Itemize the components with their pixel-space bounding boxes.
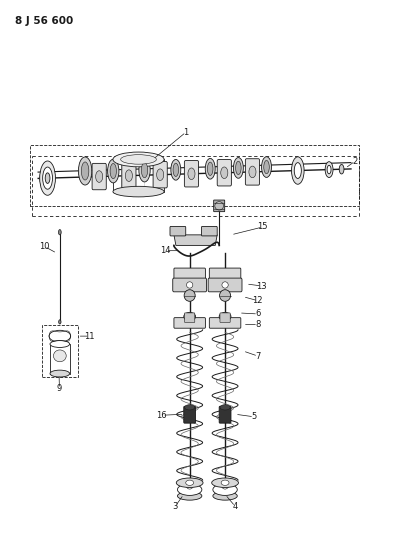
Ellipse shape <box>178 484 202 495</box>
Ellipse shape <box>185 405 195 410</box>
Ellipse shape <box>178 492 202 500</box>
Text: 12: 12 <box>253 296 263 305</box>
Ellipse shape <box>120 155 156 164</box>
Ellipse shape <box>292 157 304 184</box>
Ellipse shape <box>294 163 301 179</box>
Ellipse shape <box>264 160 269 174</box>
FancyBboxPatch shape <box>220 313 230 322</box>
FancyBboxPatch shape <box>174 268 205 280</box>
Ellipse shape <box>113 152 164 167</box>
Ellipse shape <box>221 480 229 486</box>
Ellipse shape <box>45 173 50 183</box>
Ellipse shape <box>215 201 223 210</box>
Text: 8 J 56 600: 8 J 56 600 <box>15 16 73 26</box>
Ellipse shape <box>219 290 231 301</box>
Ellipse shape <box>110 164 117 179</box>
Ellipse shape <box>262 157 271 177</box>
FancyBboxPatch shape <box>170 227 186 236</box>
Ellipse shape <box>213 492 237 500</box>
Ellipse shape <box>108 159 119 183</box>
Ellipse shape <box>81 162 89 180</box>
FancyBboxPatch shape <box>209 268 241 280</box>
Text: 14: 14 <box>160 246 170 255</box>
Ellipse shape <box>173 163 179 176</box>
Ellipse shape <box>220 405 230 410</box>
Ellipse shape <box>139 158 150 182</box>
Ellipse shape <box>53 350 66 362</box>
Text: 7: 7 <box>255 352 261 361</box>
Text: 2: 2 <box>352 157 358 166</box>
Polygon shape <box>174 235 217 245</box>
Ellipse shape <box>186 480 194 489</box>
Ellipse shape <box>176 478 203 488</box>
FancyBboxPatch shape <box>92 164 106 190</box>
Ellipse shape <box>212 478 239 488</box>
FancyBboxPatch shape <box>174 318 205 328</box>
Ellipse shape <box>43 167 53 189</box>
Text: 3: 3 <box>172 502 178 511</box>
Ellipse shape <box>58 230 61 235</box>
Ellipse shape <box>41 171 48 185</box>
FancyBboxPatch shape <box>184 160 199 187</box>
FancyBboxPatch shape <box>173 278 207 292</box>
Ellipse shape <box>113 187 164 197</box>
Ellipse shape <box>171 159 181 180</box>
Text: 13: 13 <box>256 281 267 290</box>
FancyBboxPatch shape <box>245 159 259 185</box>
Text: 9: 9 <box>56 384 62 393</box>
FancyBboxPatch shape <box>122 163 136 189</box>
Ellipse shape <box>125 170 132 181</box>
Ellipse shape <box>78 157 92 185</box>
FancyBboxPatch shape <box>153 161 167 188</box>
Ellipse shape <box>186 480 194 486</box>
Text: 6: 6 <box>255 310 261 319</box>
FancyBboxPatch shape <box>213 200 225 212</box>
Ellipse shape <box>249 166 256 177</box>
Text: 16: 16 <box>156 411 167 420</box>
Ellipse shape <box>50 341 70 348</box>
Ellipse shape <box>50 370 70 377</box>
Ellipse shape <box>184 312 196 321</box>
Ellipse shape <box>213 484 237 495</box>
FancyBboxPatch shape <box>184 406 196 423</box>
Ellipse shape <box>40 161 55 195</box>
Ellipse shape <box>59 320 61 324</box>
FancyBboxPatch shape <box>217 159 231 186</box>
Ellipse shape <box>96 171 103 182</box>
FancyBboxPatch shape <box>219 406 231 423</box>
Ellipse shape <box>219 312 231 321</box>
Ellipse shape <box>186 282 193 288</box>
Ellipse shape <box>207 162 213 175</box>
Text: 15: 15 <box>257 222 268 231</box>
Ellipse shape <box>188 168 195 180</box>
FancyBboxPatch shape <box>185 313 195 322</box>
Ellipse shape <box>325 161 333 177</box>
Ellipse shape <box>141 163 148 177</box>
Text: 4: 4 <box>232 502 237 511</box>
FancyBboxPatch shape <box>201 227 217 236</box>
Ellipse shape <box>327 165 331 174</box>
Ellipse shape <box>339 165 344 174</box>
Text: 1: 1 <box>183 127 188 136</box>
FancyBboxPatch shape <box>208 278 242 292</box>
Ellipse shape <box>40 168 49 188</box>
Ellipse shape <box>222 282 228 288</box>
Ellipse shape <box>49 330 71 342</box>
Ellipse shape <box>233 158 243 178</box>
FancyBboxPatch shape <box>209 318 241 328</box>
Ellipse shape <box>221 167 228 179</box>
Text: 8: 8 <box>255 320 261 329</box>
Text: 10: 10 <box>39 242 49 251</box>
Ellipse shape <box>157 169 164 181</box>
Text: 11: 11 <box>84 332 95 341</box>
Text: 5: 5 <box>251 413 257 421</box>
Ellipse shape <box>236 161 241 174</box>
Ellipse shape <box>205 158 215 179</box>
Ellipse shape <box>184 290 195 301</box>
Ellipse shape <box>221 480 229 489</box>
